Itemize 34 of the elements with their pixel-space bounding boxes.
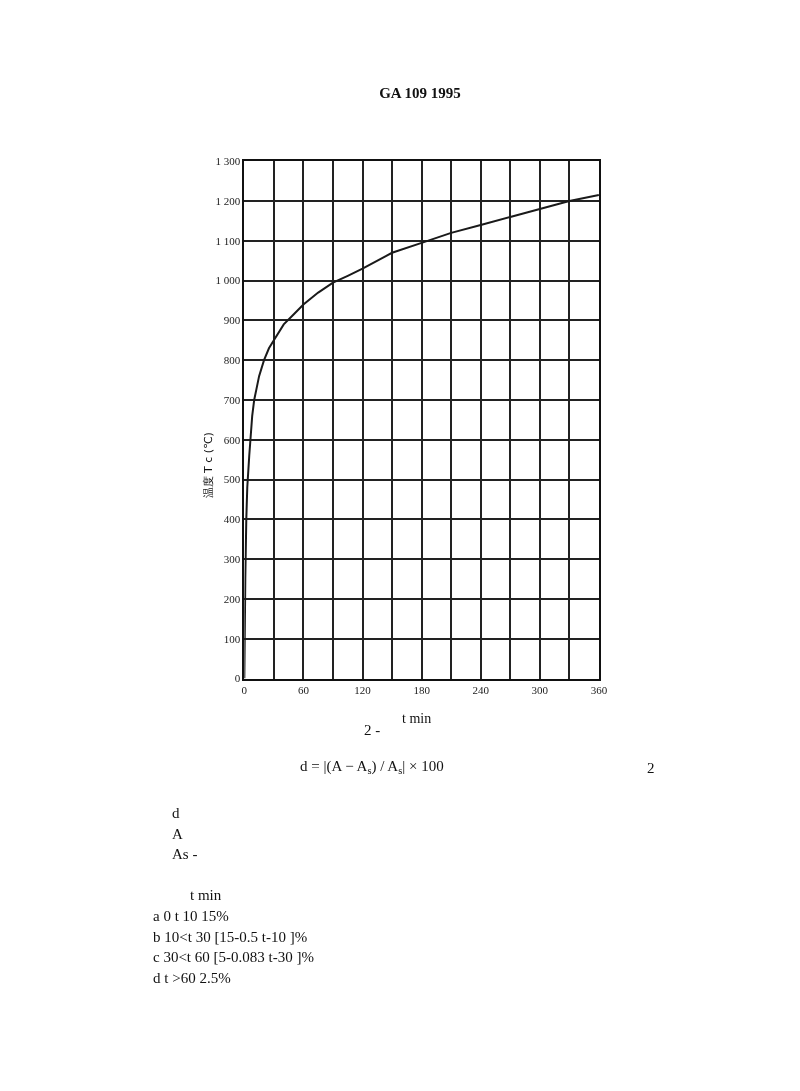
y-tick-label: 800 [223,354,241,367]
y-tick-label: 700 [223,393,241,406]
text: b 10<t 30 [15-0.5 t-10 ]% [153,929,308,945]
x-tick-label: 120 [354,683,372,696]
text: t min [190,887,222,903]
y-tick-label: 1 100 [215,234,241,247]
y-tick-label: 500 [223,473,241,486]
text: d = |(A − A$_{s}$) / A$_{s}$| × 100 [300,758,444,777]
y-tick-label: 400 [223,513,241,526]
text: c 30<t 60 [5-0.083 t-30 ]% [153,949,314,965]
y-axis-title: 温度 T c (℃) [201,432,215,499]
text: a 0 t 10 15% [153,908,229,924]
y-tick-label: 0 [234,672,241,685]
y-tick-label: 900 [223,314,241,327]
text: 2 - [364,722,381,738]
y-tick-label: 100 [223,632,241,645]
x-tick-label: 360 [590,683,608,696]
y-tick-label: 1 200 [215,194,241,207]
x-tick-label: 60 [297,683,310,696]
y-tick-label: 600 [223,433,241,446]
x-tick-label: 300 [531,683,549,696]
y-tick-label: 200 [223,592,241,605]
text: 2 [647,760,655,776]
text: d t >60 2.5% [153,970,231,986]
text: As - [172,846,198,862]
x-tick-label: 180 [413,683,431,696]
text: d [172,805,180,821]
x-axis-title: t min [402,711,432,726]
chart-title: GA 109 1995 [379,85,461,102]
y-tick-label: 1 300 [215,155,241,168]
text: A [172,826,183,842]
y-tick-label: 300 [223,553,241,565]
x-tick-label: 240 [472,683,490,696]
y-tick-label: 1 000 [215,274,241,287]
